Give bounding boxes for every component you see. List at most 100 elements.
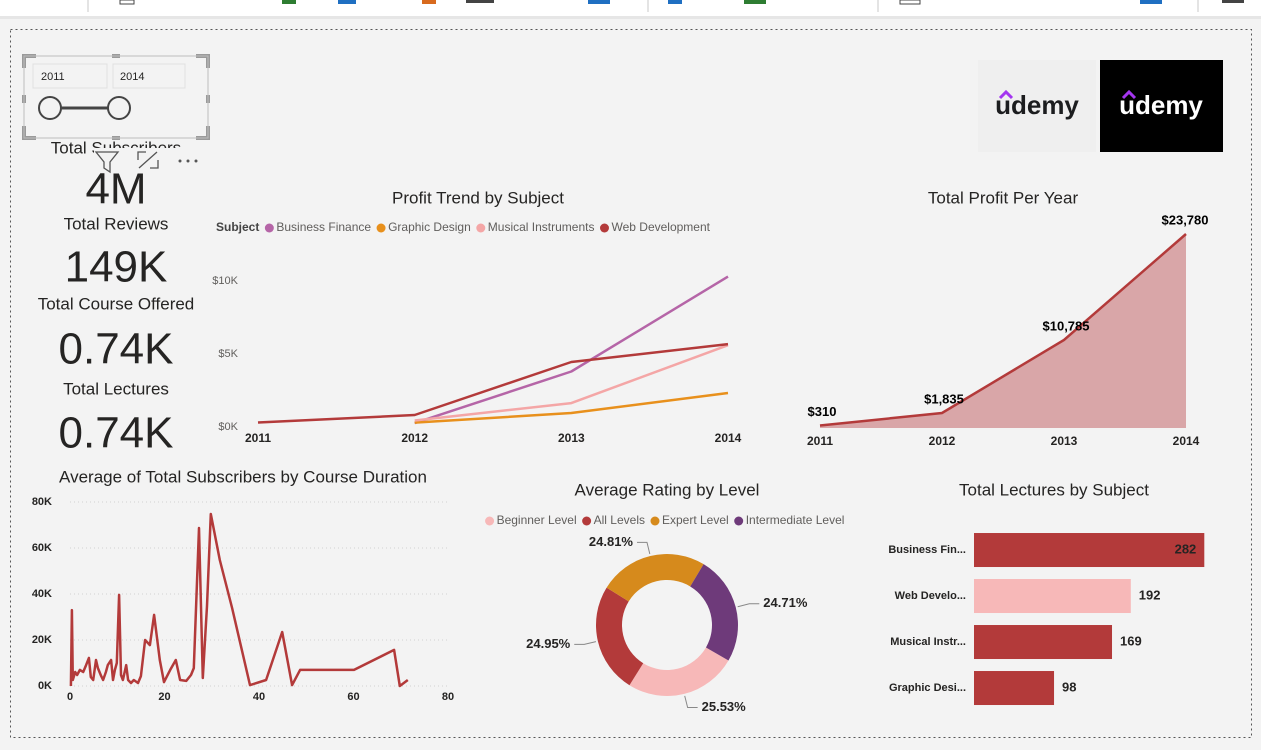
logo-light: [978, 60, 1096, 152]
legend-label: Expert Level: [662, 513, 729, 527]
y-tick-label: 20K: [32, 634, 52, 646]
legend-swatch: [485, 516, 495, 526]
logo-text: udemy: [995, 90, 1079, 120]
leader-line: [574, 641, 597, 645]
kpi-value: 149K: [65, 243, 168, 292]
x-tick-label: 2011: [807, 434, 833, 448]
slicer[interactable]: 2011 2014: [22, 54, 210, 140]
bar: [974, 671, 1055, 706]
legend-swatch: [650, 516, 660, 526]
data-label: 24.95%: [526, 636, 571, 651]
toolbar: [0, 0, 1261, 16]
x-tick-label: 80: [442, 691, 454, 703]
data-label: 98: [1062, 679, 1076, 694]
legend-swatch: [476, 223, 486, 233]
logos: udemy udemy: [978, 60, 1223, 152]
area-fill: [820, 234, 1186, 428]
x-tick-label: 2011: [245, 431, 271, 445]
x-tick-label: 2013: [1051, 434, 1078, 448]
legend-label: All Levels: [594, 513, 645, 527]
y-tick-label: Web Develo...: [895, 590, 966, 602]
x-tick-label: 2014: [1173, 434, 1200, 448]
x-tick-label: 2013: [558, 431, 585, 445]
data-label: 169: [1120, 633, 1142, 648]
kpi-label: Total Course Offered: [38, 294, 195, 313]
series-line: [257, 342, 729, 424]
legend-swatch: [734, 516, 744, 526]
data-label: $10,785: [1043, 318, 1090, 333]
donut-slice: [596, 587, 644, 686]
y-tick-label: $10K: [212, 275, 238, 287]
kpi-cards: Total Subscribers 4M Total Reviews 149K …: [38, 138, 195, 457]
y-tick-label: 40K: [32, 588, 52, 600]
slider-handle[interactable]: [38, 96, 62, 120]
chart-title: Average of Total Subscribers by Course D…: [59, 467, 427, 486]
leader-line: [636, 541, 651, 555]
x-tick-label: 0: [67, 691, 73, 703]
kpi-label: Total Reviews: [64, 214, 169, 233]
data-label: 282: [1175, 541, 1197, 556]
y-tick-label: Business Fin...: [888, 544, 966, 556]
data-label: $310: [808, 404, 837, 419]
chart-title: Total Lectures by Subject: [959, 480, 1149, 499]
x-tick-label: 2014: [715, 431, 742, 445]
more-icon[interactable]: [178, 159, 198, 163]
legend-label: Beginner Level: [497, 513, 577, 527]
legend-swatch: [264, 223, 274, 233]
y-tick-label: 80K: [32, 496, 52, 508]
legend: Beginner Level All Levels Expert Level Inte…: [485, 513, 844, 527]
toolbar-shadow: [0, 16, 1261, 19]
logo-dark: [1100, 60, 1223, 152]
legend-label: Musical Instruments: [488, 220, 595, 234]
kpi-value: 4M: [85, 165, 146, 214]
x-tick-label: 20: [158, 691, 170, 703]
legend-label: Web Development: [611, 220, 710, 234]
bar: [974, 579, 1131, 614]
x-tick-label: 2012: [401, 431, 428, 445]
data-label: $23,780: [1162, 212, 1209, 227]
end-year: 2014: [120, 71, 144, 83]
bar: [974, 533, 1205, 568]
end-input[interactable]: [112, 63, 186, 89]
logo-mark: [1121, 89, 1137, 100]
series-line: [414, 344, 729, 422]
toolbar-icons[interactable]: [119, 0, 1244, 5]
x-tick-label: 2012: [929, 434, 956, 448]
leader-line: [684, 695, 698, 708]
bar: [974, 625, 1113, 660]
legend-swatch: [582, 516, 592, 526]
data-label: 192: [1139, 587, 1161, 602]
x-tick-label: 40: [253, 691, 265, 703]
start-input[interactable]: [32, 63, 108, 89]
data-label: 24.71%: [763, 595, 808, 610]
kpi-label: Total Lectures: [63, 379, 169, 398]
donut-slice: [606, 554, 704, 602]
kpi-value: 0.74K: [59, 409, 174, 458]
series-line: [414, 391, 729, 424]
leader-line: [737, 603, 760, 608]
legend-label: Intermediate Level: [746, 513, 845, 527]
legend-label: Business Finance: [276, 220, 371, 234]
visual-header[interactable]: [94, 148, 200, 174]
slider-handle[interactable]: [107, 96, 131, 120]
filter-icon[interactable]: [94, 151, 120, 174]
y-tick-label: $0K: [218, 421, 238, 433]
area-line: [819, 233, 1187, 427]
x-tick-label: 60: [347, 691, 359, 703]
legend: Subject Business Finance Graphic Design Mus…: [216, 220, 711, 234]
y-tick-label: Musical Instr...: [890, 636, 966, 648]
y-tick-label: 60K: [32, 542, 52, 554]
slicer-frame: [23, 55, 209, 139]
legend-swatch: [376, 223, 386, 233]
y-tick-label: $5K: [218, 348, 238, 360]
logo-mark: [998, 89, 1014, 100]
chart-title: Total Profit Per Year: [928, 188, 1079, 207]
donut-slice: [690, 564, 738, 661]
legend-title: Subject: [216, 220, 259, 234]
logo-text: udemy: [1119, 90, 1203, 120]
chart-title: Average Rating by Level: [575, 480, 760, 499]
legend-label: Graphic Design: [388, 220, 471, 234]
focus-icon[interactable]: [137, 151, 159, 169]
start-year: 2011: [41, 71, 65, 83]
